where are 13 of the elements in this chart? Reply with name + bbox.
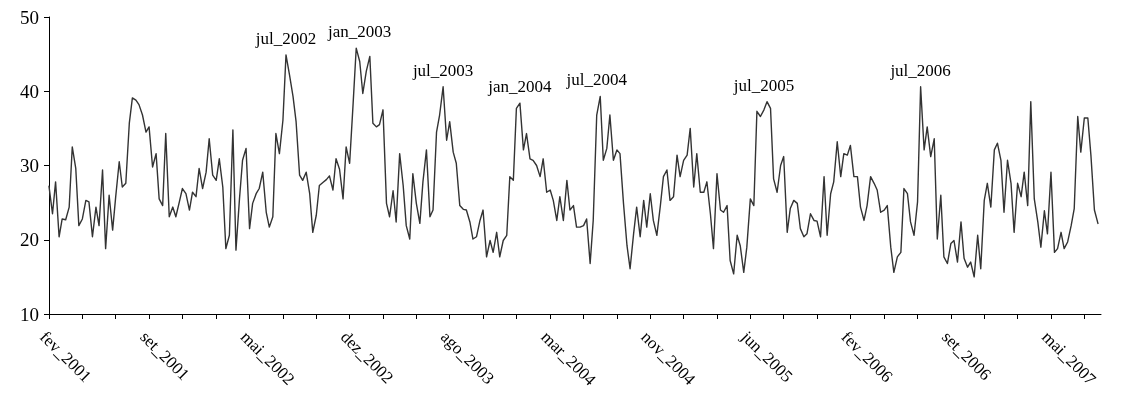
annotation: jul_2002: [254, 28, 317, 48]
annotation: jul_2003: [411, 60, 474, 80]
y-tick-label: 10: [20, 303, 39, 325]
annotation: jul_2004: [565, 70, 628, 90]
y-tick-label: 40: [20, 80, 39, 102]
annotation: jan_2004: [487, 77, 553, 97]
y-tick-label: 50: [20, 6, 39, 28]
annotation: jan_2003: [327, 22, 392, 42]
annotation: jul_2006: [889, 60, 951, 80]
line-series: [48, 47, 1099, 278]
y-tick-label: 30: [20, 155, 39, 176]
annotation: jul_2005: [732, 75, 795, 95]
y-tick-label: 20: [20, 229, 39, 251]
